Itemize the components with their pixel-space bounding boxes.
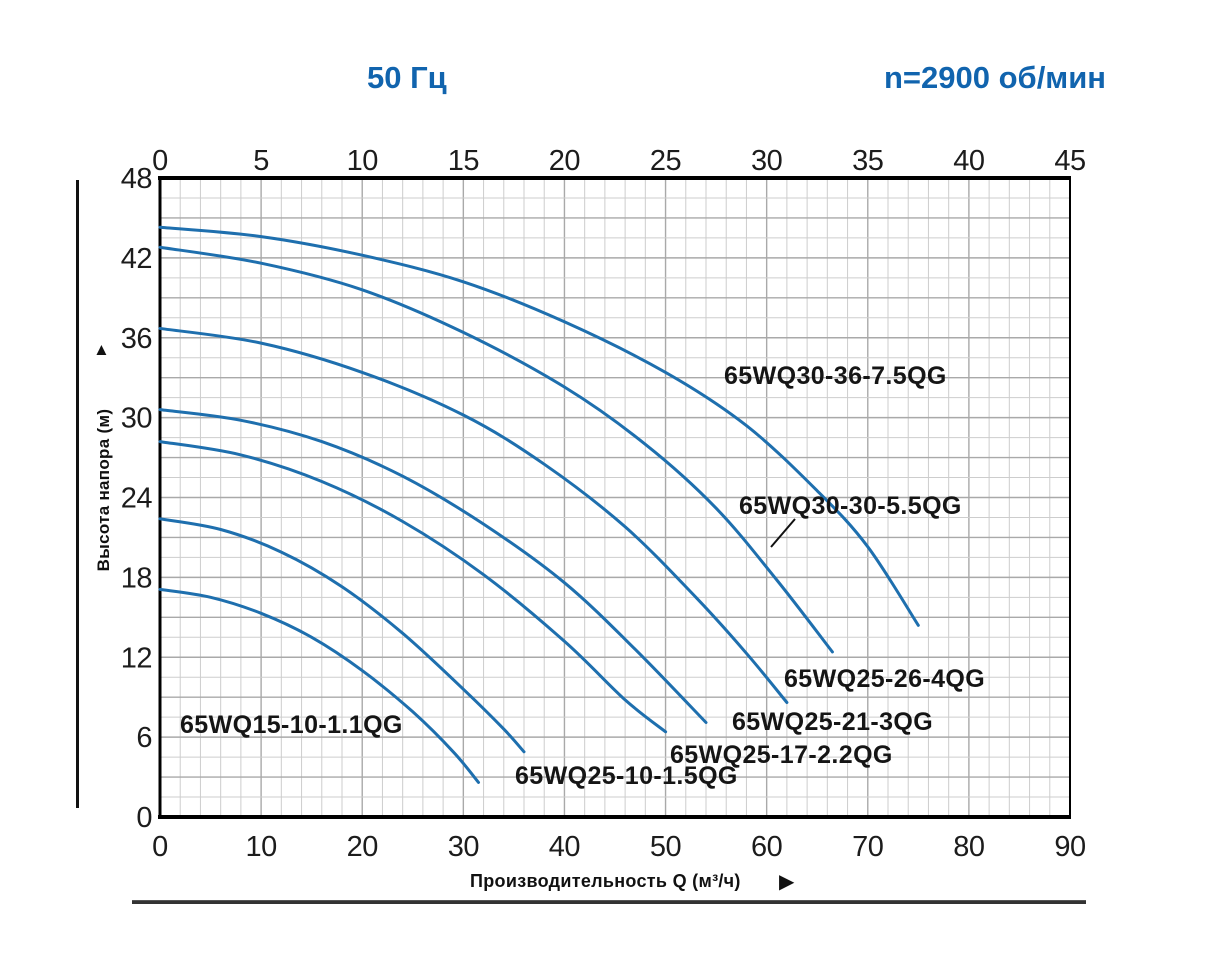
curve-65WQ25-17-2.2QG [158,440,668,734]
curve-65WQ25-10-1.5QG [158,517,526,754]
y-axis-title: Высота напора (м) [94,408,113,572]
x-bottom-tick-label: 60 [751,831,782,863]
y-tick-label: 6 [136,722,152,754]
x-axis-decorative-rule [132,900,1086,904]
x-top-tick-label: 5 [253,145,269,177]
y-tick-label: 18 [121,562,152,594]
curve-65WQ15-10-1.1QG [158,587,480,784]
x-top-tick-label: 35 [852,145,883,177]
curve-label-65WQ25-10-1.5QG: 65WQ25-10-1.5QG [515,762,738,790]
curve-label-65WQ30-30-5.5QG: 65WQ30-30-5.5QG [739,492,962,520]
y-tick-label: 12 [121,642,152,674]
curve-65WQ25-26-4QG [158,326,789,704]
curve-65WQ25-21-3QG [158,408,708,724]
y-tick-label: 48 [121,163,152,195]
y-tick-label: 42 [121,243,152,275]
frequency-title: 50 Гц [367,60,447,95]
x-bottom-tick-label: 80 [953,831,984,863]
curve-label-65WQ25-26-4QG: 65WQ25-26-4QG [784,665,986,693]
x-bottom-tick-label: 10 [245,831,276,863]
y-tick-label: 36 [121,323,152,355]
curve-65WQ30-30-5.5QG [158,245,834,654]
curve-65WQ30-36-7.5QG [158,225,920,627]
x-bottom-tick-label: 70 [852,831,883,863]
x-top-tick-label: 15 [448,145,479,177]
x-top-tick-label: 10 [347,145,378,177]
x-axis-title: Производительность Q (м³/ч) [470,871,741,891]
x-bottom-tick-label: 20 [347,831,378,863]
x-axis-right-arrow-icon: ▶ [779,871,795,893]
x-bottom-tick-label: 30 [448,831,479,863]
curve-label-65WQ15-10-1.1QG: 65WQ15-10-1.1QG [180,711,403,739]
curve-label-leader-line [770,518,796,548]
x-top-tick-label: 40 [953,145,984,177]
curve-label-65WQ25-21-3QG: 65WQ25-21-3QG [732,708,934,736]
y-tick-label: 30 [121,403,152,435]
x-bottom-tick-label: 50 [650,831,681,863]
curve-label-65WQ30-36-7.5QG: 65WQ30-36-7.5QG [724,362,947,390]
x-top-tick-label: 45 [1054,145,1085,177]
x-top-tick-label: 25 [650,145,681,177]
curve-label-65WQ25-17-2.2QG: 65WQ25-17-2.2QG [670,741,893,769]
y-axis-up-arrow-icon: ▲ [93,340,110,359]
rotation-speed-title: n=2900 об/мин [884,60,1107,95]
x-bottom-tick-label: 40 [549,831,580,863]
x-bottom-tick-label: 0 [152,831,168,863]
x-bottom-tick-label: 90 [1054,831,1085,863]
x-top-tick-label: 20 [549,145,580,177]
x-top-tick-label: 30 [751,145,782,177]
y-tick-label: 24 [121,483,153,515]
y-axis-decorative-rule [76,180,79,808]
y-tick-label: 0 [136,802,152,834]
x-top-tick-label: 0 [152,145,168,177]
